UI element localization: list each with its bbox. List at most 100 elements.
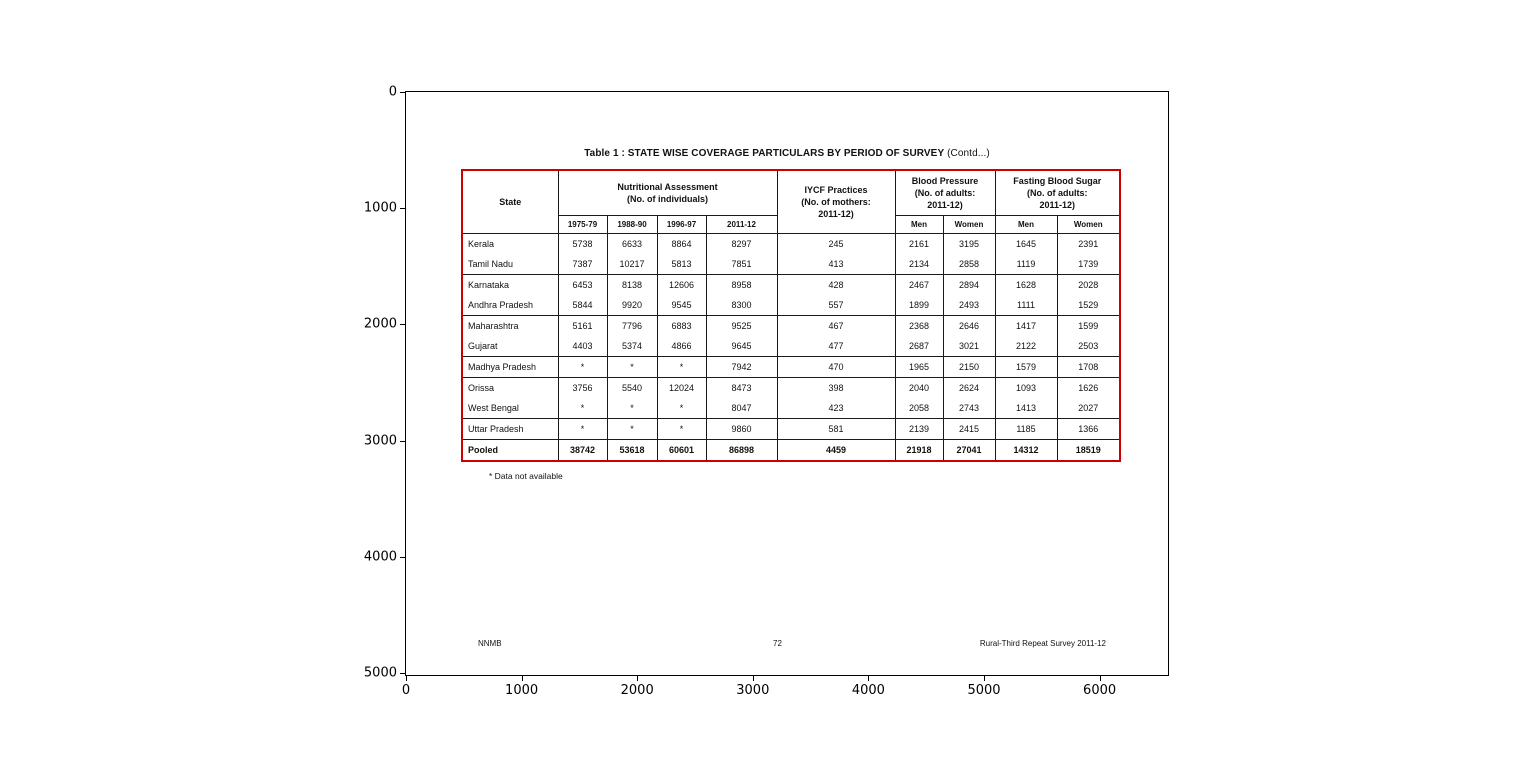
x-axis-tick-label: 0 (401, 683, 411, 698)
state-name-cell: Gujarat (461, 336, 559, 357)
value-cell: 9545 (656, 295, 707, 316)
value-cell: 413 (776, 254, 896, 275)
women-header: Women (942, 215, 996, 234)
value-cell: 1626 (1056, 377, 1121, 398)
y-axis-tick-label: 3000 (363, 433, 397, 449)
value-cell: 2894 (942, 274, 996, 295)
value-cell: 1119 (994, 254, 1058, 275)
value-cell: 7387 (557, 254, 608, 275)
table-row: Uttar Pradesh * * * 9860 581 2139 2415 1185 1366 (461, 418, 1121, 440)
value-cell: 1645 (994, 233, 1058, 254)
value-cell: 2858 (942, 254, 996, 275)
footer-page-number: 72 (773, 639, 782, 648)
value-cell: 477 (776, 336, 896, 357)
value-cell: 557 (776, 295, 896, 316)
value-cell: 6453 (557, 274, 608, 295)
y-axis-tick-label: 2000 (363, 316, 397, 332)
state-header: State (461, 170, 559, 234)
value-cell: * (557, 356, 608, 378)
value-cell: 12024 (656, 377, 707, 398)
value-cell: 6883 (656, 315, 707, 336)
value-cell: 10217 (606, 254, 658, 275)
x-axis-tick-label: 5000 (967, 683, 1001, 698)
value-cell: 1417 (994, 315, 1058, 336)
value-cell: 21918 (894, 439, 944, 461)
value-cell: 7942 (705, 356, 778, 378)
value-cell: 423 (776, 398, 896, 419)
x-axis-tick-label: 1000 (505, 683, 539, 698)
plot-axes: Table 1 : STATE WISE COVERAGE PARTICULAR… (364, 85, 1169, 698)
value-cell: 1708 (1056, 356, 1121, 378)
value-cell: 1599 (1056, 315, 1121, 336)
state-name-cell: Maharashtra (461, 315, 559, 336)
value-cell: 12606 (656, 274, 707, 295)
value-cell: 1111 (994, 295, 1058, 316)
value-cell: 7796 (606, 315, 658, 336)
y-axis-tick-mark (400, 556, 405, 558)
value-cell: 4403 (557, 336, 608, 357)
table-title-contd: (Contd...) (944, 148, 990, 159)
table-row: Tamil Nadu 7387 10217 5813 7851 413 2134 2858 11… (461, 254, 1121, 275)
x-axis-tick-mark (984, 676, 985, 681)
value-cell: * (656, 356, 707, 378)
value-cell: 53618 (606, 439, 658, 461)
value-cell: 2415 (942, 418, 996, 440)
value-cell: * (557, 398, 608, 419)
footer-survey-label: Rural-Third Repeat Survey 2011-12 (979, 639, 1106, 648)
value-cell: 1093 (994, 377, 1058, 398)
x-axis-tick-label: 6000 (1083, 683, 1117, 698)
footer-org-label: NNMB (478, 639, 502, 648)
value-cell: 8864 (656, 233, 707, 254)
value-cell: 245 (776, 233, 896, 254)
value-cell: 14312 (994, 439, 1058, 461)
value-cell: 7851 (705, 254, 778, 275)
state-name-cell: Andhra Pradesh (461, 295, 559, 316)
value-cell: 5161 (557, 315, 608, 336)
year-header: 1996-97 (656, 215, 707, 234)
men-header: Men (894, 215, 944, 234)
year-header: 2011-12 (705, 215, 778, 234)
value-cell: 2743 (942, 398, 996, 419)
table-row: Andhra Pradesh 5844 9920 9545 8300 557 1899 249… (461, 295, 1121, 316)
value-cell: 1185 (994, 418, 1058, 440)
value-cell: 2161 (894, 233, 944, 254)
x-axis-tick-mark (406, 676, 407, 681)
value-cell: 5813 (656, 254, 707, 275)
x-axis-tick-mark (521, 676, 523, 681)
value-cell: 428 (776, 274, 896, 295)
value-cell: * (656, 398, 707, 419)
value-cell: 3195 (942, 233, 996, 254)
table-row: Madhya Pradesh * * * 7942 470 1965 2150 1579 1708 (461, 356, 1121, 378)
table-row: Maharashtra 5161 7796 6883 9525 467 2368 2646 14… (461, 315, 1121, 336)
table-body: Kerala 5738 6633 8864 8297 245 2161 3195 1645 239… (461, 233, 1121, 461)
value-cell: 1965 (894, 356, 944, 378)
value-cell: 2391 (1056, 233, 1121, 254)
state-name-cell: Kerala (461, 233, 559, 254)
x-axis-tick-mark (868, 676, 870, 681)
value-cell: 581 (776, 418, 896, 440)
value-cell: 9860 (705, 418, 778, 440)
value-cell: 2027 (1056, 398, 1121, 419)
women-header: Women (1056, 215, 1121, 234)
value-cell: 2687 (894, 336, 944, 357)
iycf-practices-header: IYCF Practices (No. of mothers: 2011-12) (776, 170, 896, 234)
value-cell: 27041 (942, 439, 996, 461)
state-name-cell: Orissa (461, 377, 559, 398)
value-cell: * (606, 398, 658, 419)
x-axis-tick-label: 3000 (736, 683, 770, 698)
y-axis-tick-mark (400, 440, 405, 442)
state-name-cell: Tamil Nadu (461, 254, 559, 275)
value-cell: 9920 (606, 295, 658, 316)
value-cell: 38742 (557, 439, 608, 461)
value-cell: 60601 (656, 439, 707, 461)
value-cell: 1899 (894, 295, 944, 316)
value-cell: * (606, 418, 658, 440)
y-axis-tick-mark (400, 208, 405, 210)
data-not-available-footnote: * Data not available (489, 471, 563, 481)
y-axis-tick-mark (400, 324, 405, 326)
value-cell: 8958 (705, 274, 778, 295)
table-row: Orissa 3756 5540 12024 8473 398 2040 2624 1093 16… (461, 377, 1121, 398)
state-name-cell: Madhya Pradesh (461, 356, 559, 378)
table-row: Kerala 5738 6633 8864 8297 245 2161 3195 1645 239… (461, 233, 1121, 254)
value-cell: 2122 (994, 336, 1058, 357)
